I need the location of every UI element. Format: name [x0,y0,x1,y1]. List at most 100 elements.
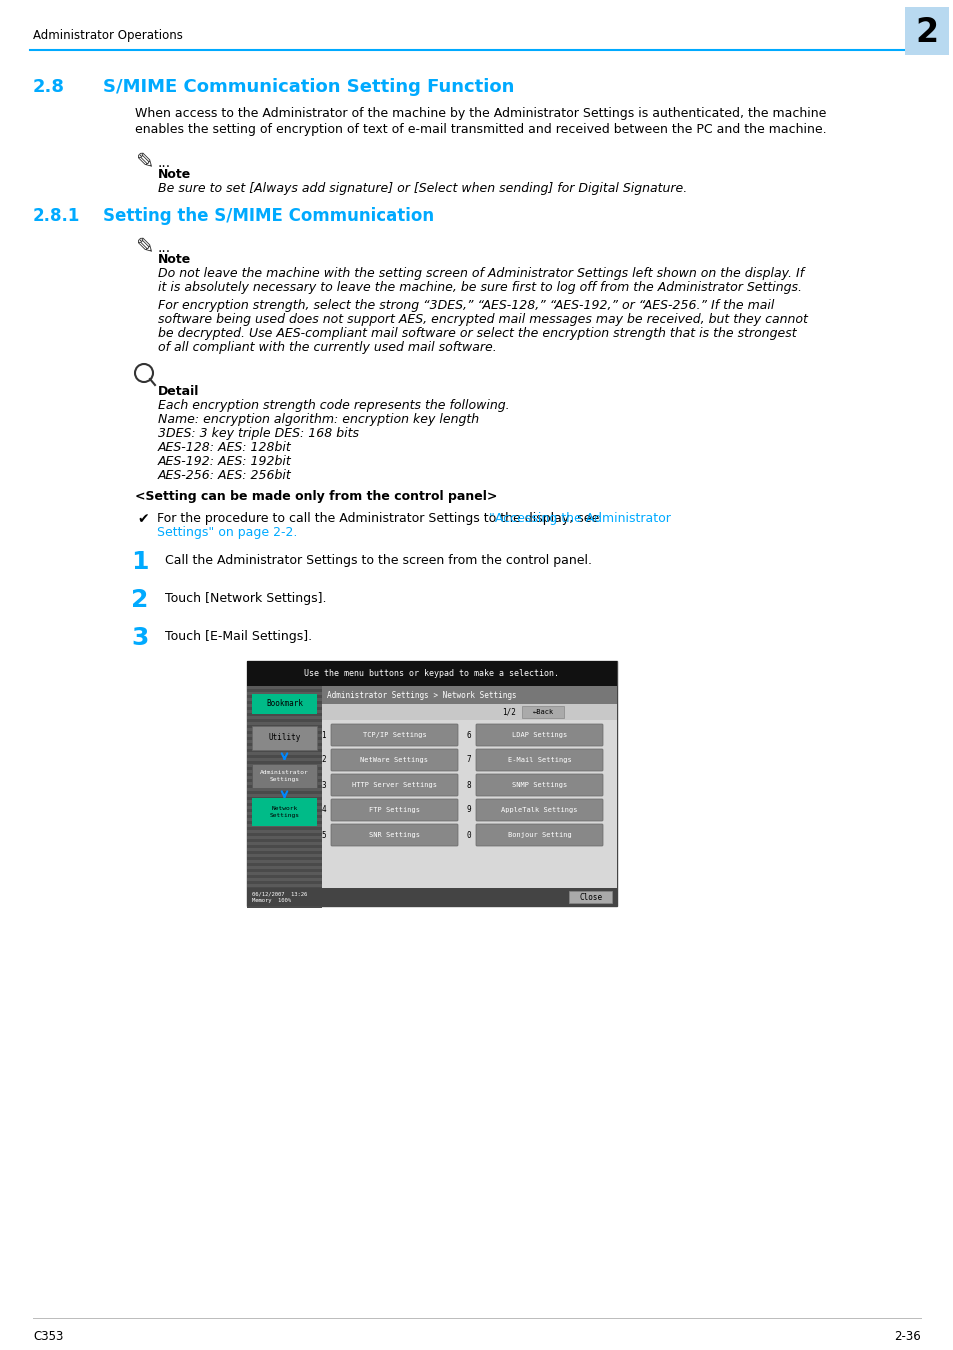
Bar [247,688,322,693]
Bar [247,818,322,821]
FancyBboxPatch shape [476,724,602,747]
Text: Do not leave the machine with the setting screen of Administrator Settings left : Do not leave the machine with the settin… [158,267,803,279]
Text: HTTP Server Settings: HTTP Server Settings [352,782,436,788]
Text: Name: encryption algorithm: encryption key length: Name: encryption algorithm: encryption k… [158,413,478,427]
Bar [247,882,322,884]
Text: Note: Note [158,252,191,266]
Text: 7: 7 [466,756,471,764]
Bar [247,761,322,764]
Text: Settings" on page 2-2.: Settings" on page 2-2. [157,526,297,539]
Bar [247,838,322,842]
Text: 9: 9 [466,806,471,814]
Bar [252,694,316,714]
Bar [247,743,322,747]
Bar [247,811,322,815]
Text: 2-36: 2-36 [893,1330,920,1343]
Text: 1/2: 1/2 [501,707,516,717]
Text: Use the menu buttons or keypad to make a selection.: Use the menu buttons or keypad to make a… [304,670,558,678]
Bar [247,698,322,701]
Bar [247,695,322,698]
Text: 4: 4 [321,806,326,814]
Text: Administrator Operations: Administrator Operations [33,28,183,42]
FancyBboxPatch shape [331,724,457,747]
Bar [247,836,322,838]
Text: Touch [E-Mail Settings].: Touch [E-Mail Settings]. [165,630,312,643]
Text: For the procedure to call the Administrator Settings to the display, see: For the procedure to call the Administra… [157,512,602,525]
Bar [247,890,322,892]
FancyBboxPatch shape [476,749,602,771]
Bar [247,801,322,803]
Text: ✎: ✎ [136,153,154,171]
Text: ...: ... [158,157,171,170]
Bar [247,824,322,828]
Bar [247,869,322,872]
Bar [247,884,322,887]
Text: SNMP Settings: SNMP Settings [512,782,566,788]
Bar [247,888,617,906]
Bar [247,842,322,845]
Bar [247,850,322,855]
Bar [247,806,322,809]
Text: ...: ... [158,242,171,255]
Text: Administrator
Settings: Administrator Settings [260,771,309,782]
Text: NetWare Settings: NetWare Settings [360,757,428,763]
Text: Close: Close [578,892,602,902]
FancyBboxPatch shape [331,774,457,796]
Bar [247,794,322,796]
Bar [247,784,322,788]
Bar [247,776,322,779]
Text: AES-256: AES: 256bit: AES-256: AES: 256bit [158,468,292,482]
Bar [247,703,322,707]
Bar [322,686,617,906]
Text: Call the Administrator Settings to the screen from the control panel.: Call the Administrator Settings to the s… [165,554,592,567]
Text: enables the setting of encryption of text of e-mail transmitted and received bet: enables the setting of encryption of tex… [135,123,825,136]
Text: S/MIME Communication Setting Function: S/MIME Communication Setting Function [103,78,514,96]
Bar [247,686,322,688]
FancyBboxPatch shape [904,7,948,55]
Bar [247,872,322,875]
Bar [322,686,617,703]
Bar [247,737,322,740]
Bar [247,875,322,878]
Text: be decrypted. Use AES-compliant mail software or select the encryption strength : be decrypted. Use AES-compliant mail sof… [158,327,796,340]
Bar [247,848,322,850]
Text: FTP Settings: FTP Settings [369,807,419,813]
Bar [247,740,322,743]
Bar [247,828,322,830]
Bar [247,767,322,770]
Text: of all compliant with the currently used mail software.: of all compliant with the currently used… [158,342,497,354]
Text: 2: 2 [132,589,149,612]
Bar [247,747,322,749]
Text: Detail: Detail [158,385,199,398]
Bar [247,857,322,860]
Text: 3: 3 [321,780,326,790]
Bar [247,815,322,818]
Bar [247,755,322,757]
Bar [247,833,322,836]
Text: LDAP Settings: LDAP Settings [512,732,566,738]
Text: 2: 2 [915,16,938,49]
Bar [247,860,322,863]
Bar [247,796,322,801]
Bar [247,821,322,824]
Bar [247,803,322,806]
Bar [247,693,322,695]
Bar [247,845,322,848]
Bar [247,892,322,896]
Text: 06/12/2007  13:26
Memory  100%: 06/12/2007 13:26 Memory 100% [252,891,307,903]
FancyBboxPatch shape [247,662,617,906]
Text: When access to the Administrator of the machine by the Administrator Settings is: When access to the Administrator of the … [135,107,825,120]
Text: Note: Note [158,167,191,181]
Bar [247,788,322,791]
Text: 2.8.1: 2.8.1 [33,207,80,225]
Bar [247,791,322,794]
Bar [247,782,322,784]
Bar [247,730,322,734]
Text: Bonjour Setting: Bonjour Setting [507,832,571,838]
Bar [247,728,322,730]
Text: ✎: ✎ [136,238,154,256]
Text: C353: C353 [33,1330,63,1343]
Bar [247,720,322,722]
Text: <Setting can be made only from the control panel>: <Setting can be made only from the contr… [135,490,497,504]
Text: Administrator Settings > Network Settings: Administrator Settings > Network Setting… [327,690,517,699]
